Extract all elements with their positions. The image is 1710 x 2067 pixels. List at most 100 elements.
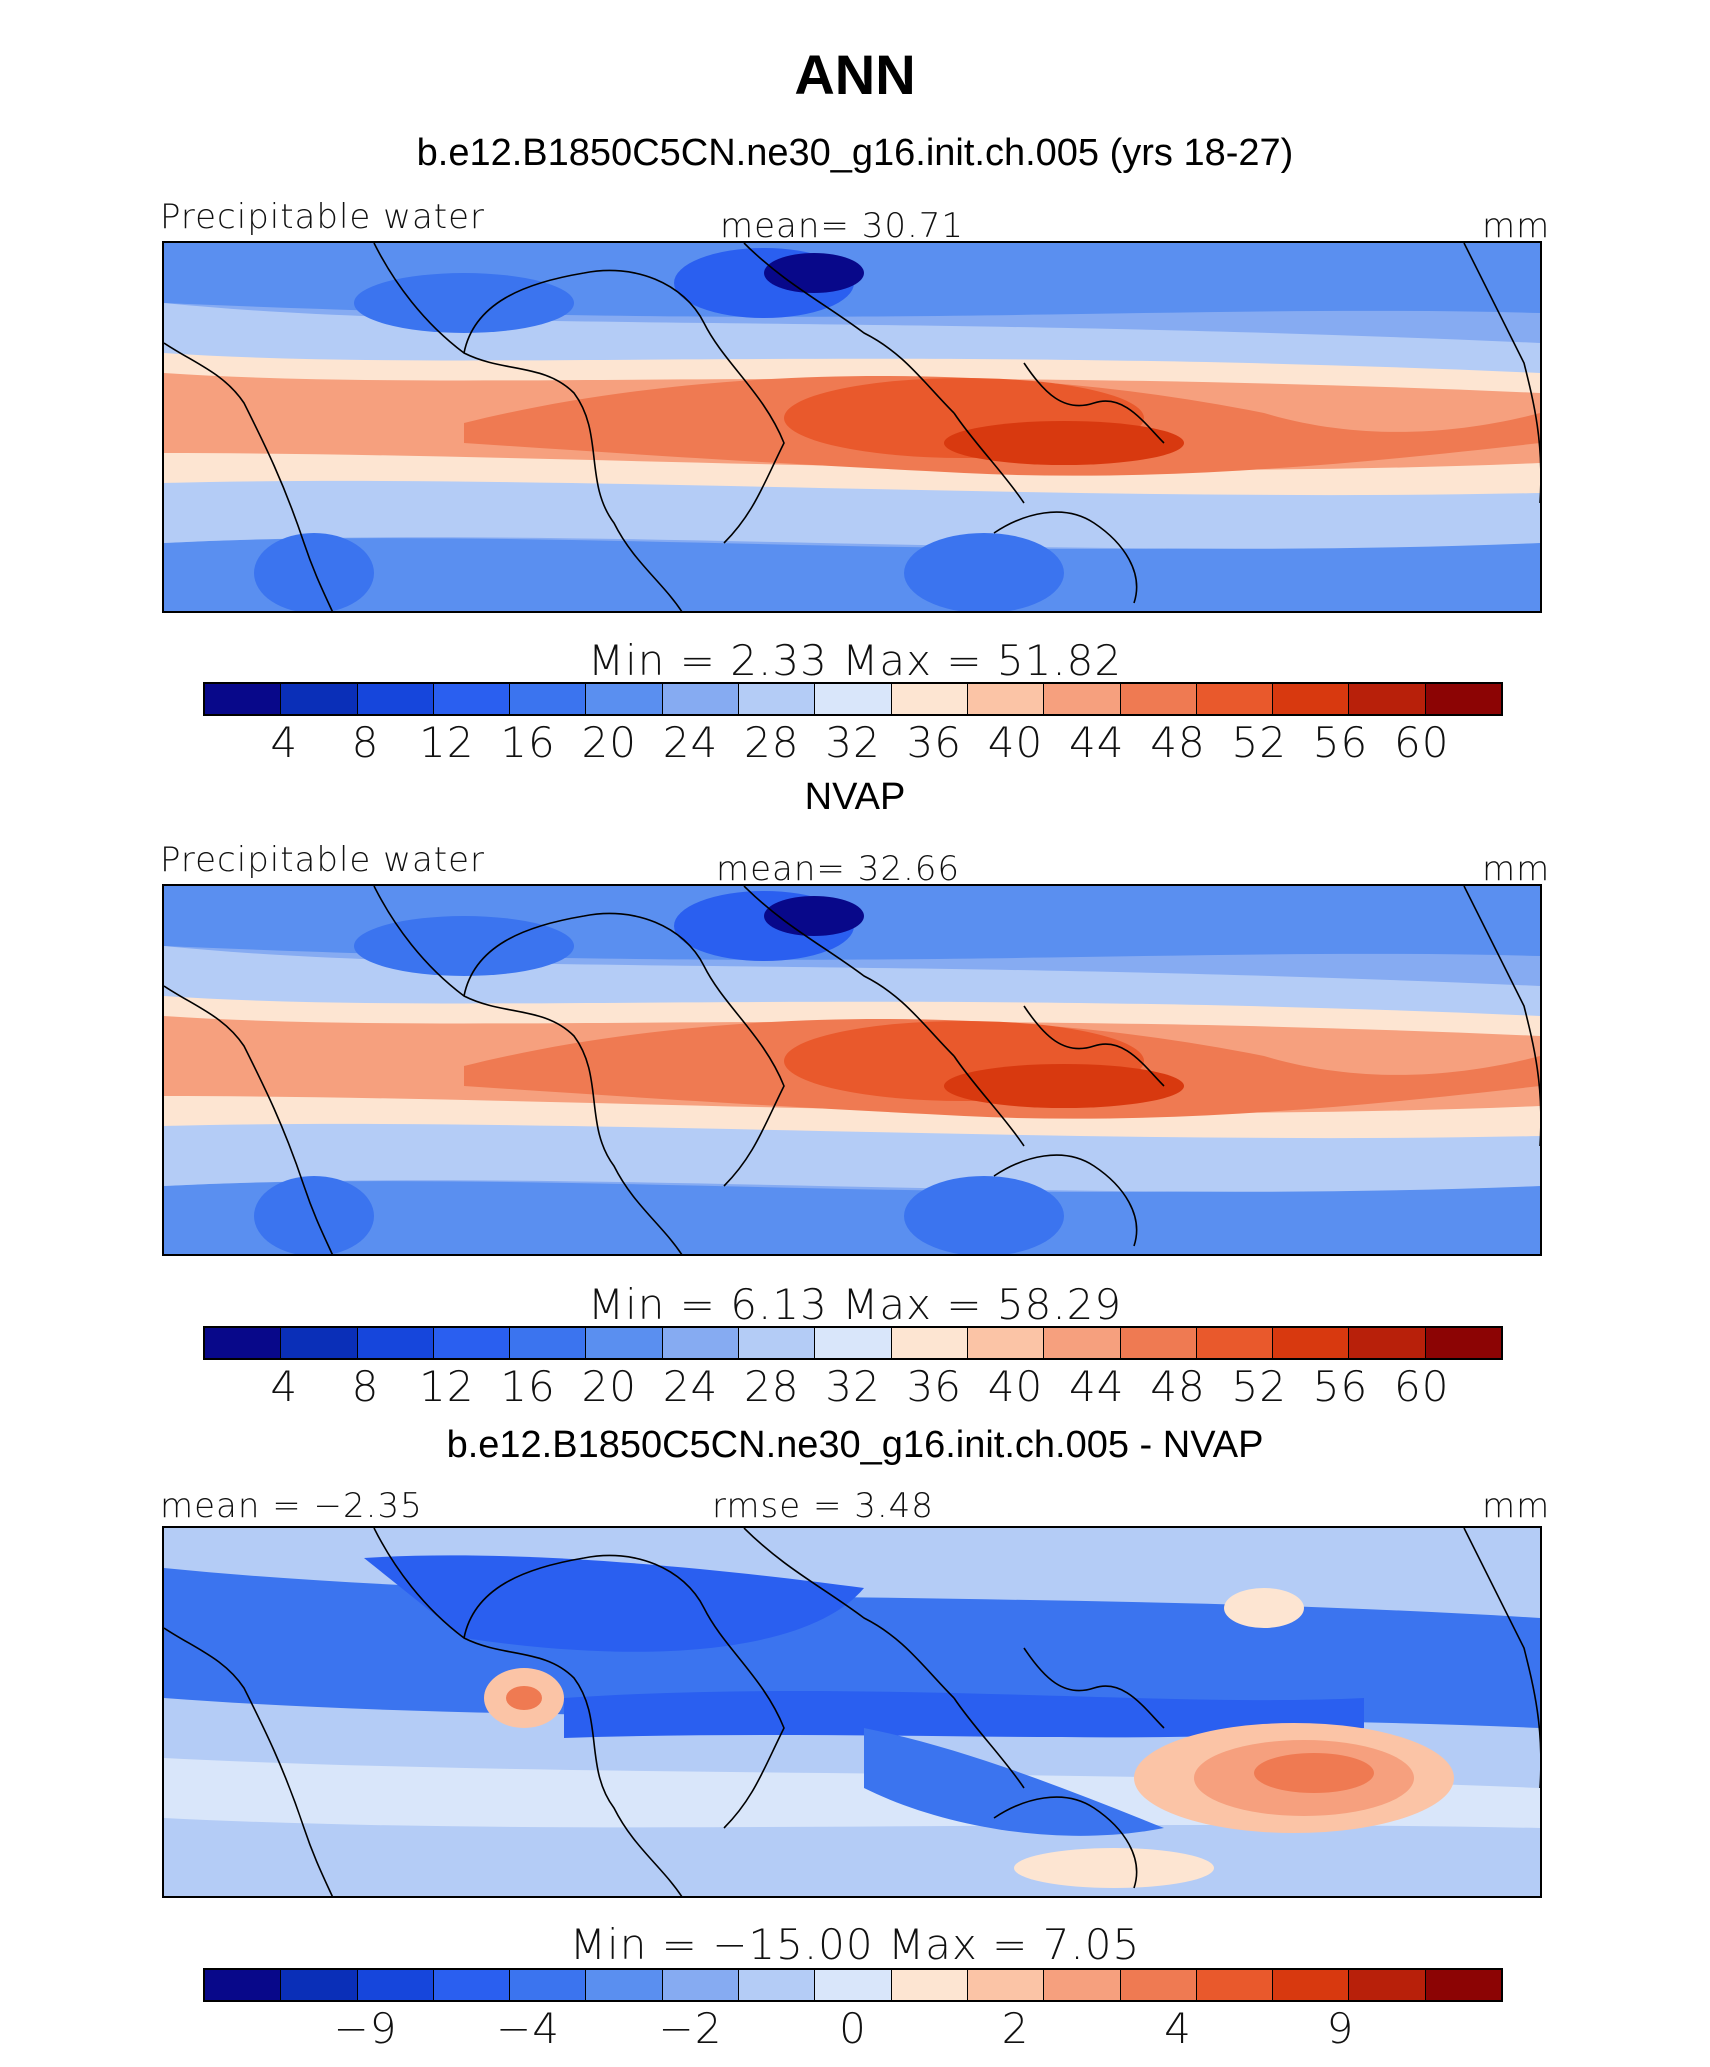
colorbar-tick-label: 9 (1326, 2004, 1355, 2053)
colorbar-tick-label: 40 (987, 1362, 1044, 1411)
colorbar-cell (1120, 1970, 1197, 2000)
colorbar-tick-label: 16 (500, 1362, 556, 1411)
panel-3-mean-label: mean = −2.35 (160, 1486, 423, 1526)
colorbar-tick-label: 36 (906, 718, 962, 767)
colorbar-tick-label: 32 (825, 1362, 881, 1411)
contour-map (164, 243, 1540, 611)
panel-3-subtitle: b.e12.B1850C5CN.ne30_g16.init.ch.005 - N… (446, 1424, 1264, 1466)
colorbar-tick-label: 60 (1394, 718, 1450, 767)
colorbar-cell (662, 1970, 740, 2000)
colorbar-tick-label: −9 (333, 2004, 398, 2053)
colorbar-tick-label: 16 (500, 718, 556, 767)
colorbar-tick-label: 48 (1150, 1362, 1206, 1411)
colorbar-cell (891, 1328, 968, 1358)
colorbar-cell (891, 1970, 968, 2000)
colorbar-tick-label: 20 (581, 718, 637, 767)
panel-1-variable-label: Precipitable water (160, 197, 486, 237)
colorbar-cell (205, 1328, 282, 1358)
colorbar-tick-label: 12 (419, 718, 475, 767)
colorbar-tick-label: 0 (839, 2004, 867, 2053)
colorbar-tick-label: 32 (825, 718, 881, 767)
colorbar-cell (510, 1970, 587, 2000)
panel-1-minmax: Min = 2.33 Max = 51.82 (587, 636, 1123, 685)
panel-2-units-label: mm (1482, 849, 1551, 889)
colorbar-cell (586, 1328, 663, 1358)
colorbar-cell (1273, 1328, 1350, 1358)
colorbar-cell (1196, 1970, 1274, 2000)
colorbar-tick-label: −2 (658, 2004, 723, 2053)
colorbar-cell (1196, 1328, 1274, 1358)
panel-1-map (162, 241, 1542, 613)
colorbar-cell (1044, 1328, 1121, 1358)
colorbar-cell (1349, 1328, 1426, 1358)
colorbar-cell (1425, 684, 1502, 714)
panel-3-map (162, 1526, 1542, 1898)
colorbar-cell (586, 1970, 663, 2000)
contour-map (164, 886, 1540, 1254)
panel-2-minmax: Min = 6.13 Max = 58.29 (587, 1280, 1123, 1329)
colorbar-tick-label: 28 (744, 1362, 800, 1411)
colorbar-cell (1196, 684, 1274, 714)
colorbar-cell (967, 684, 1045, 714)
colorbar-tick-label: 28 (744, 718, 800, 767)
panel-3-minmax: Min = −15.00 Max = 7.05 (569, 1920, 1141, 1969)
colorbar-cell (1044, 684, 1121, 714)
panel-3-colorbar-ticks: −9 −4 −2 0 2 4 9 (203, 2004, 1503, 2053)
panel-2-subtitle: NVAP (804, 776, 906, 818)
colorbar-tick-label: 12 (419, 1362, 475, 1411)
colorbar-cell (1120, 1328, 1197, 1358)
colorbar-tick-label: 44 (1069, 718, 1125, 767)
colorbar-cell (1120, 684, 1197, 714)
main-title: ANN (794, 43, 916, 106)
colorbar-tick-label: 8 (351, 718, 380, 767)
panel-2-colorbar-ticks: 4 8 12 16 20 24 28 32 36 40 44 48 52 56 60 (203, 1362, 1503, 1411)
colorbar-cell (967, 1328, 1045, 1358)
colorbar-cell (433, 684, 511, 714)
colorbar-tick-label: 48 (1150, 718, 1206, 767)
colorbar-cell (1425, 1328, 1502, 1358)
colorbar-tick-label: 56 (1312, 718, 1369, 767)
panel-2-map (162, 884, 1542, 1256)
colorbar-tick-label: 52 (1231, 718, 1287, 767)
colorbar-tick-label: 44 (1069, 1362, 1125, 1411)
colorbar-cell (1349, 1970, 1426, 2000)
colorbar-tick-label: 40 (987, 718, 1044, 767)
colorbar-tick-label: 24 (662, 718, 719, 767)
panel-1-units-label: mm (1482, 206, 1551, 246)
colorbar-cell (586, 684, 663, 714)
colorbar-cell (357, 684, 434, 714)
colorbar-cell (1044, 1970, 1121, 2000)
colorbar-cell (433, 1970, 511, 2000)
colorbar-cell (891, 684, 968, 714)
panel-3-colorbar (203, 1968, 1503, 2002)
colorbar-tick-label: 4 (270, 1362, 299, 1411)
colorbar-cell (281, 1970, 358, 2000)
panel-1-colorbar-ticks: 4 8 12 16 20 24 28 32 36 40 44 48 52 56 60 (203, 718, 1503, 767)
colorbar-tick-label: 4 (1164, 2004, 1192, 2053)
colorbar-tick-label: 4 (270, 718, 299, 767)
panel-2-colorbar (203, 1326, 1503, 1360)
panel-1-mean-label: mean= 30.71 (720, 206, 965, 246)
colorbar-cell (739, 1970, 816, 2000)
colorbar-cell (739, 684, 816, 714)
colorbar-cell (739, 1328, 816, 1358)
colorbar-cell (967, 1970, 1045, 2000)
panel-2-variable-label: Precipitable water (160, 840, 486, 880)
colorbar-cell (205, 684, 282, 714)
colorbar-cell (1349, 684, 1426, 714)
colorbar-cell (357, 1328, 434, 1358)
colorbar-cell (281, 1328, 358, 1358)
panel-1-colorbar (203, 682, 1503, 716)
colorbar-cell (815, 1970, 892, 2000)
colorbar-tick-label: 20 (581, 1362, 637, 1411)
contour-map (164, 1528, 1540, 1896)
colorbar-tick-label: 52 (1231, 1362, 1287, 1411)
colorbar-cell (433, 1328, 511, 1358)
colorbar-cell (662, 1328, 740, 1358)
colorbar-tick-label: 36 (906, 1362, 962, 1411)
colorbar-cell (662, 684, 740, 714)
colorbar-cell (1273, 1970, 1350, 2000)
colorbar-tick-label: 2 (1001, 2004, 1030, 2053)
colorbar-tick-label: 56 (1312, 1362, 1369, 1411)
colorbar-cell (815, 684, 892, 714)
